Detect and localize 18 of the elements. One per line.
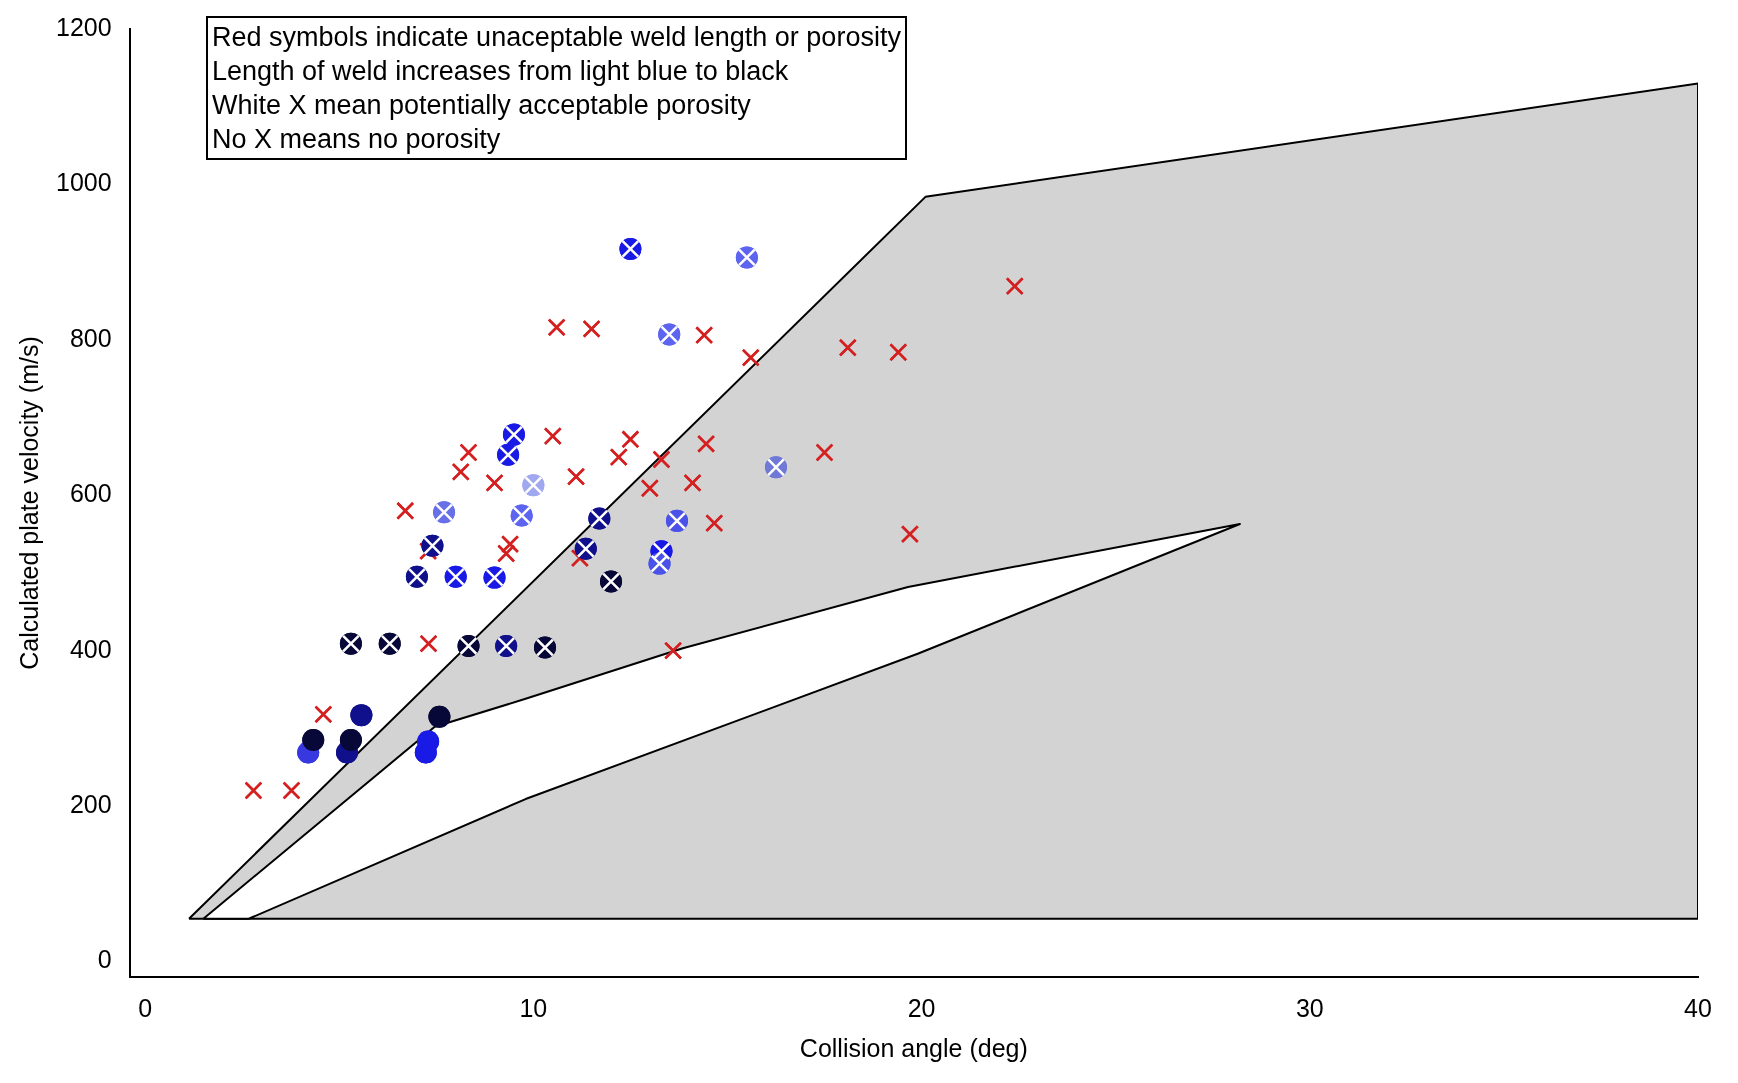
x-tick-label: 40 xyxy=(1684,993,1712,1022)
y-tick-label: 800 xyxy=(69,323,112,352)
x-tick-label: 30 xyxy=(1295,993,1324,1022)
x-tick-label: 20 xyxy=(907,993,936,1022)
y-tick-label: 0 xyxy=(97,945,112,974)
y-tick-label: 1200 xyxy=(55,12,112,41)
y-tick-label: 1000 xyxy=(55,168,112,197)
x-tick-label: 0 xyxy=(138,993,153,1022)
x-tick-label: 10 xyxy=(519,993,548,1022)
annotation: No X means no porosity xyxy=(212,123,502,156)
annotation: Red symbols indicate unaceptable weld length or porosity xyxy=(212,21,901,54)
annotation: White X mean potentially acceptable porosity xyxy=(212,89,752,122)
y-axis-title: Calculated plate velocity (m/s) xyxy=(14,336,43,670)
y-tick-label: 200 xyxy=(69,789,112,818)
y-tick-label: 400 xyxy=(69,634,112,663)
annotation: Length of weld increases from light blue to black xyxy=(212,55,790,88)
y-tick-label: 600 xyxy=(69,479,112,508)
x-axis-title: Collision angle (deg) xyxy=(799,1033,1028,1062)
